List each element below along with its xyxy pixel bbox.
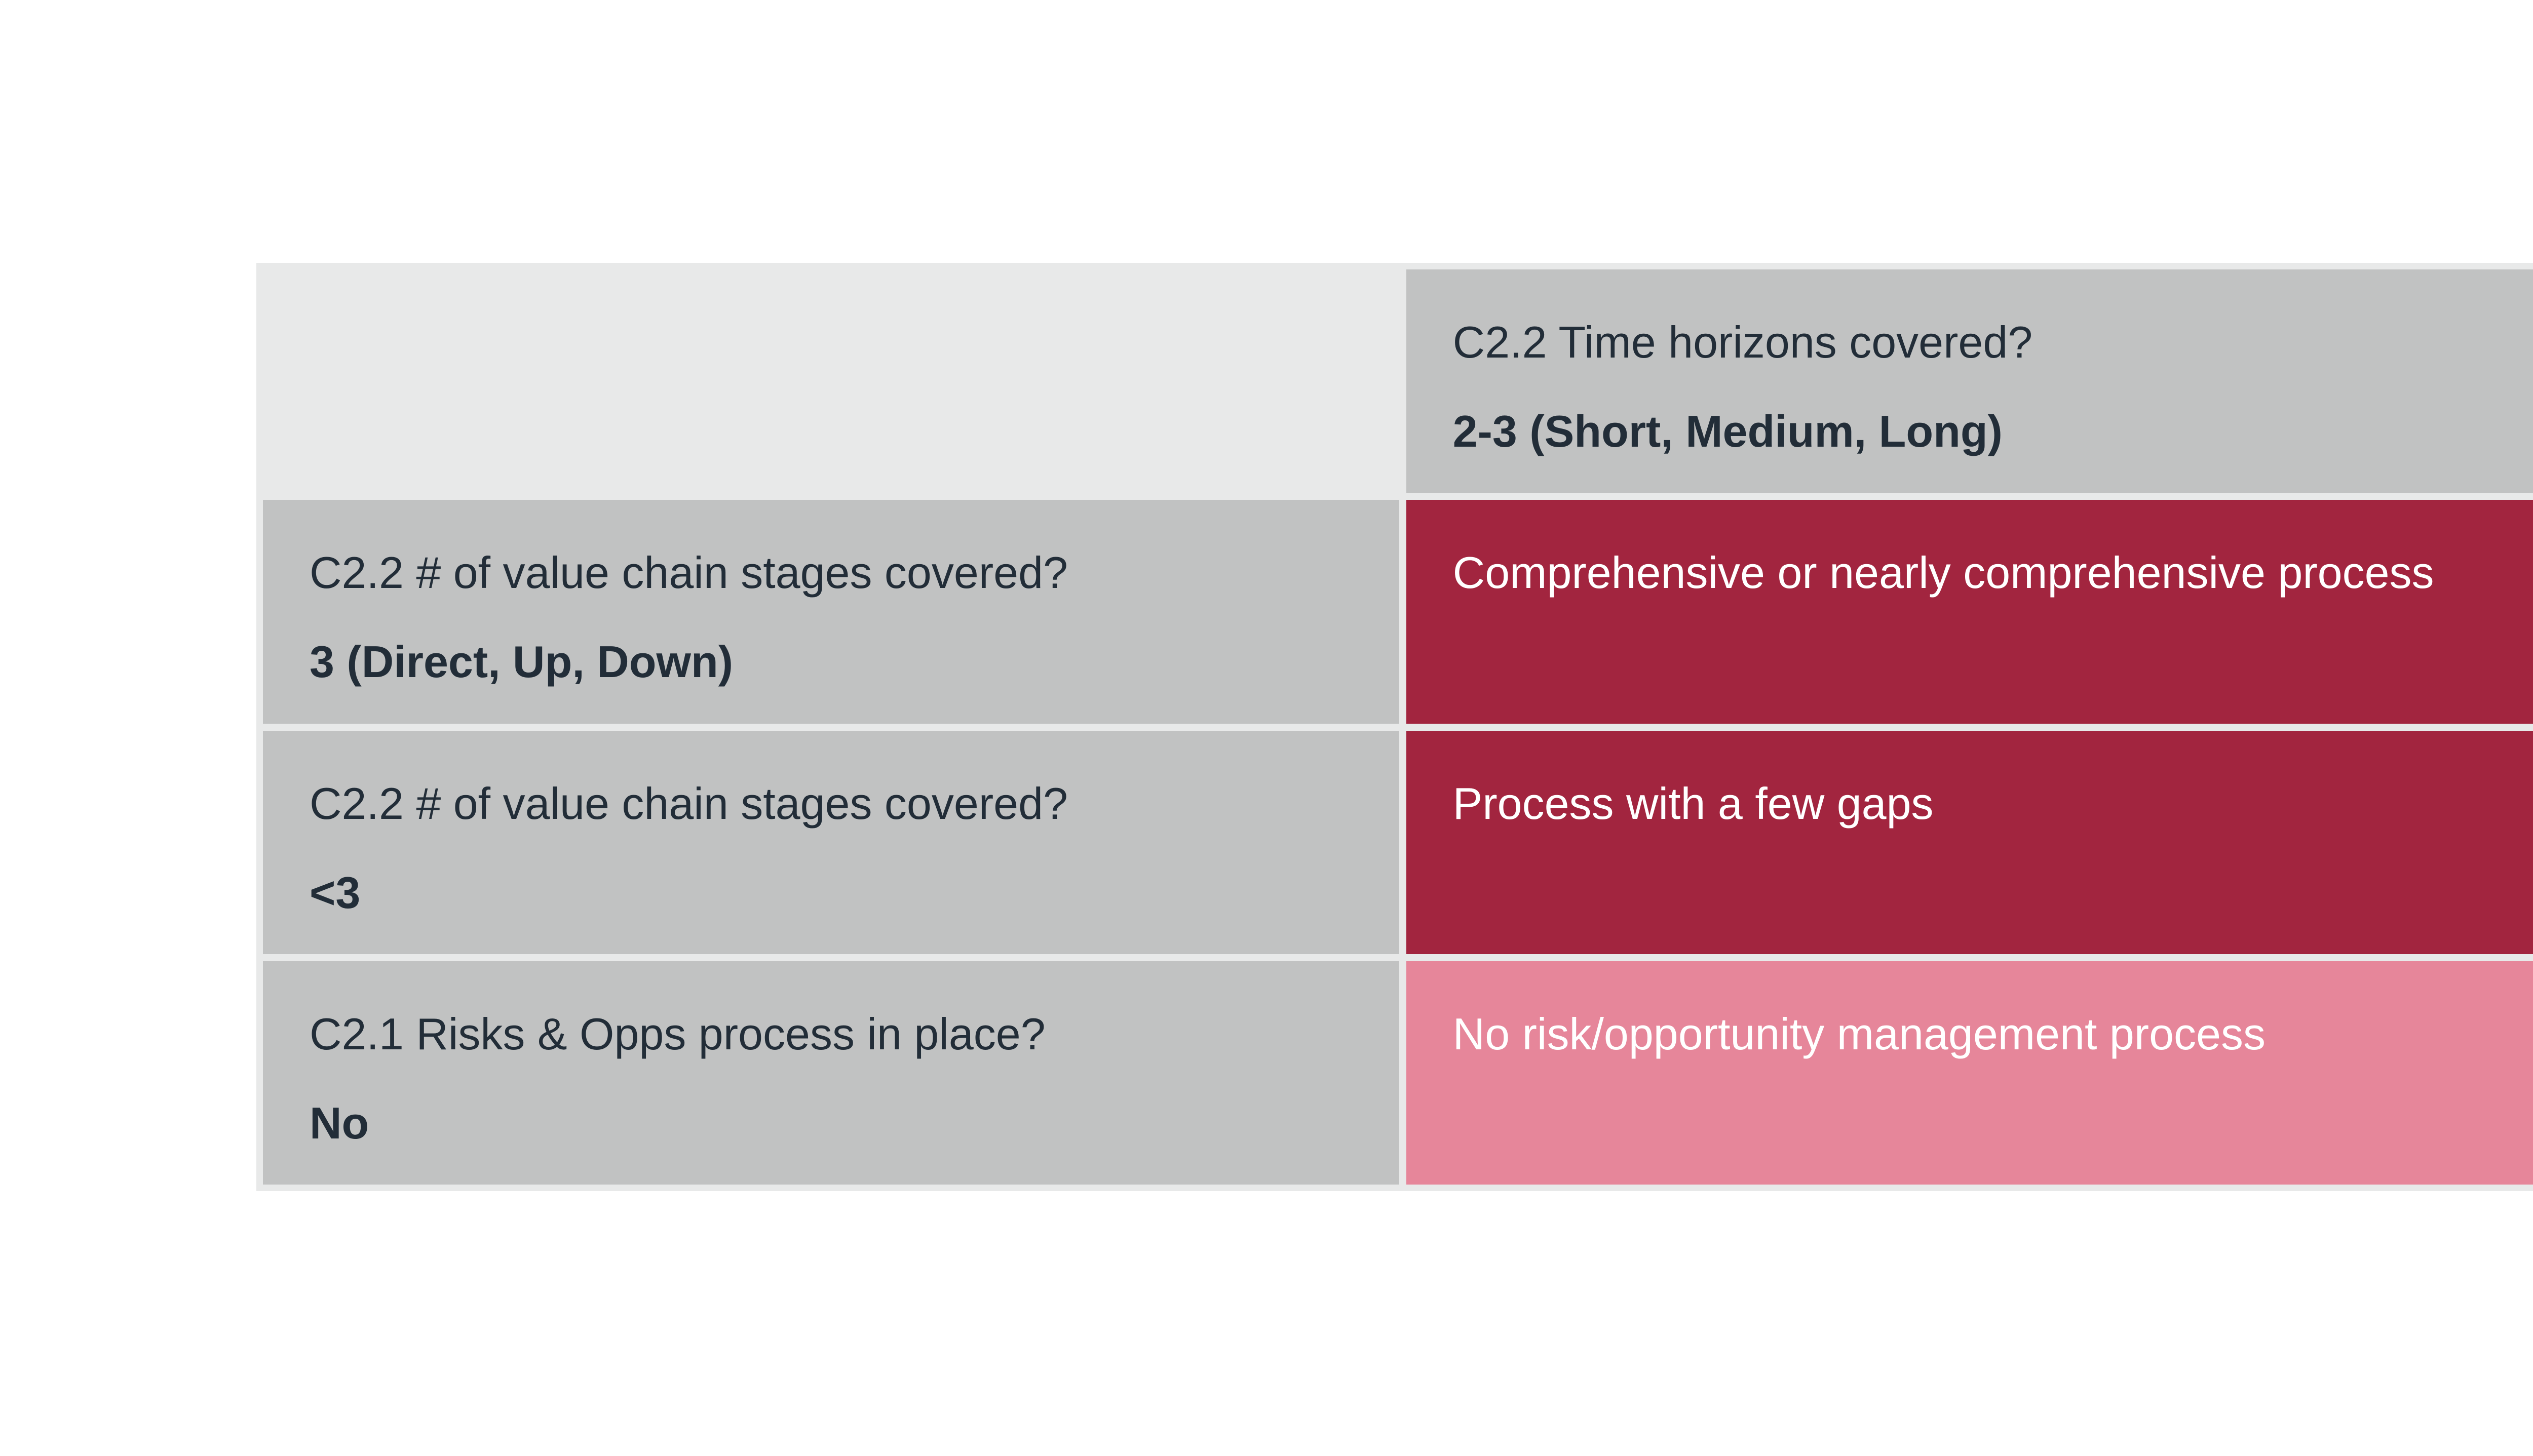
- corner-empty-cell: [263, 269, 1399, 493]
- row-header-answer: <3: [310, 867, 361, 918]
- row-header-question: C2.1 Risks & Opps process in place?: [310, 1008, 1046, 1059]
- column-header-answer: 2-3 (Short, Medium, Long): [1452, 406, 2003, 456]
- column-header-question: C2.2 Time horizons covered?: [1452, 317, 2033, 367]
- column-header-time-horizons-2-3: C2.2 Time horizons covered? 2-3 (Short, …: [1406, 269, 2533, 493]
- row-header-risks-opps-no: C2.1 Risks & Opps process in place? No: [263, 961, 1399, 1185]
- row-header-answer: 3 (Direct, Up, Down): [310, 637, 734, 687]
- row-header-value-chain-3: C2.2 # of value chain stages covered? 3 …: [263, 500, 1399, 724]
- row-header-question: C2.2 # of value chain stages covered?: [310, 778, 1068, 829]
- result-cell-comprehensive-process: Comprehensive or nearly comprehensive pr…: [1406, 500, 2533, 724]
- row-header-value-chain-lt3: C2.2 # of value chain stages covered? <3: [263, 730, 1399, 954]
- row-header-answer: No: [310, 1097, 369, 1148]
- result-cell-few-gaps-dark: Process with a few gaps: [1406, 730, 2533, 954]
- result-cell-text: Process with a few gaps: [1452, 778, 1934, 829]
- result-cell-text: Comprehensive or nearly comprehensive pr…: [1452, 547, 2434, 598]
- result-cell-text: No risk/opportunity management process: [1452, 1008, 2266, 1059]
- result-cell-no-process-span: No risk/opportunity management process: [1406, 961, 2533, 1185]
- scoring-matrix-table: C2.2 Time horizons covered? 2-3 (Short, …: [256, 263, 2533, 1191]
- row-header-question: C2.2 # of value chain stages covered?: [310, 547, 1068, 598]
